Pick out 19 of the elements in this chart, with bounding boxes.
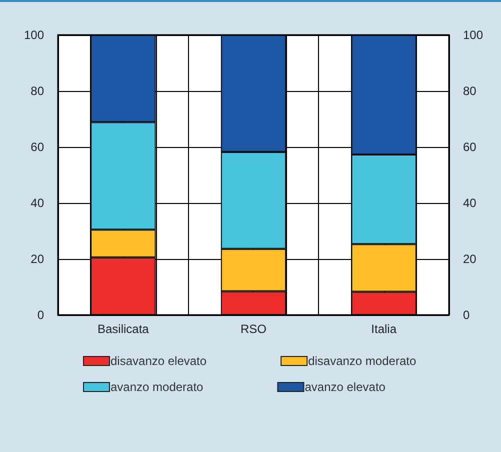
y2-tick-label: 0 xyxy=(463,308,470,322)
y-tick-label: 20 xyxy=(30,252,44,266)
y-tick-label: 80 xyxy=(30,84,44,98)
x-tick-label: Basilicata xyxy=(97,322,150,336)
y-tick-label: 0 xyxy=(37,308,44,322)
y2-tick-label: 20 xyxy=(463,252,477,266)
y2-tick-label: 80 xyxy=(463,84,477,98)
y-tick-label: 40 xyxy=(30,196,44,210)
y2-tick-label: 40 xyxy=(463,196,477,210)
legend-label: avanzo moderato xyxy=(110,380,204,394)
legend-label: avanzo elevato xyxy=(304,380,386,394)
y2-tick-label: 100 xyxy=(463,28,484,42)
x-tick-label: Italia xyxy=(371,322,397,336)
legend-label: disavanzo elevato xyxy=(110,354,207,368)
y-tick-label: 100 xyxy=(24,28,44,42)
legend-label: disavanzo moderato xyxy=(308,354,416,368)
x-tick-label: RSO xyxy=(240,322,267,336)
y-tick-label: 60 xyxy=(30,140,44,154)
y2-tick-label: 60 xyxy=(463,140,477,154)
